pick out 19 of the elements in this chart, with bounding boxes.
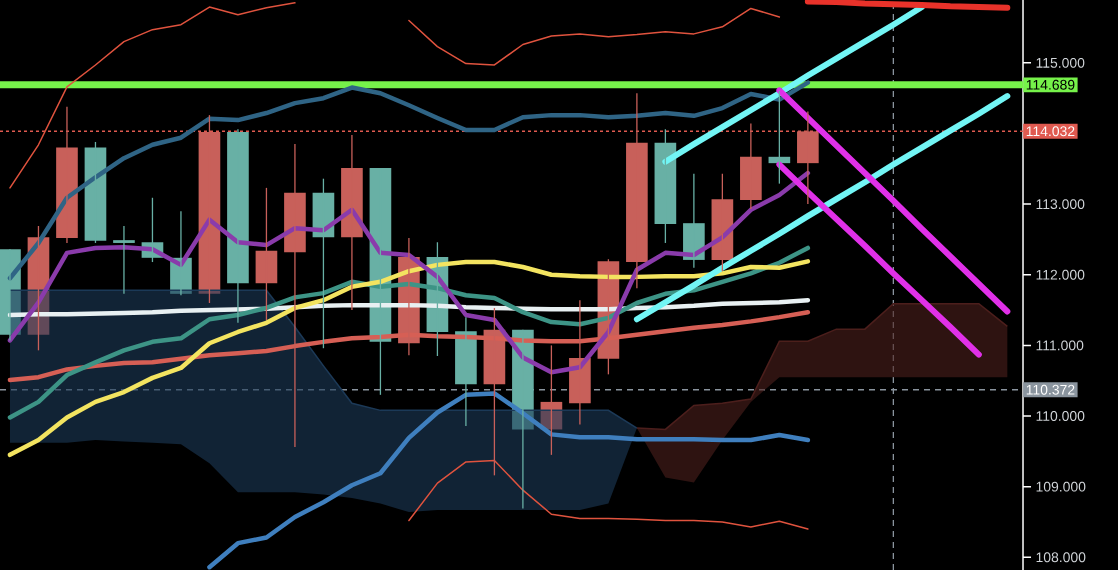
y-tick-label: 115.000 — [1036, 57, 1085, 68]
y-tick-label: 110.000 — [1036, 411, 1085, 421]
candlestick — [113, 225, 135, 295]
y-tick-label: 108.000 — [1036, 552, 1086, 563]
ref-line-label: 114.032 — [1026, 126, 1075, 137]
y-tick-label: 113.000 — [1036, 199, 1085, 210]
line-series — [408, 459, 809, 530]
line-series — [7, 259, 811, 458]
line-series — [7, 170, 811, 375]
y-tick-label: 111.000 — [1036, 340, 1084, 351]
ref-line-label: 110.372 — [1026, 384, 1075, 395]
candlestick — [797, 110, 819, 205]
candlestick — [626, 92, 648, 289]
ref-line-label: 114.689 — [1026, 79, 1075, 90]
line-series — [7, 80, 811, 281]
candlestick — [255, 187, 278, 321]
candlestick — [740, 122, 762, 210]
y-tick-label: 112.000 — [1036, 269, 1085, 280]
y-tick-label: 109.000 — [1036, 481, 1086, 492]
